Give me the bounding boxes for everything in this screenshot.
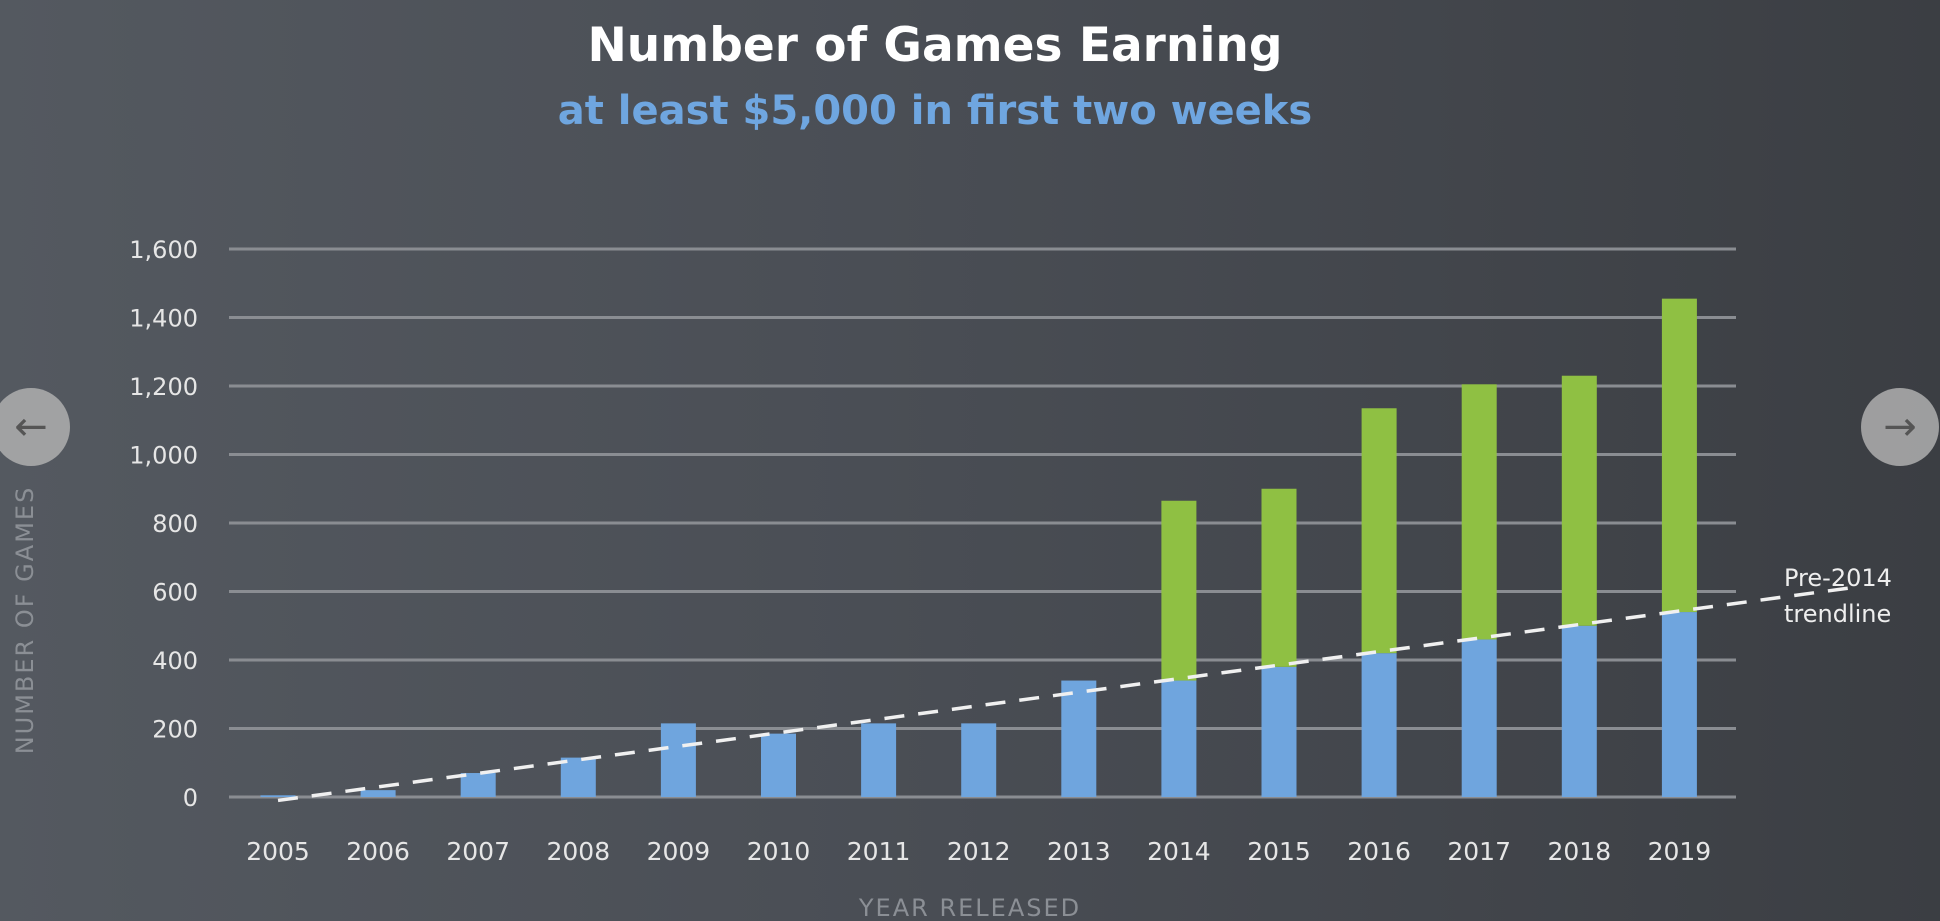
bar-base-2009 [660,723,696,797]
bar-base-2012 [961,723,997,797]
y-axis-label: NUMBER OF GAMES [11,486,39,755]
x-tick-label: 2012 [947,837,1011,866]
y-tick-label: 1,000 [129,442,198,470]
bar-above-trend-2015 [1261,488,1297,667]
chart-title: Number of Games Earning [587,18,1283,73]
x-tick-label: 2019 [1648,837,1712,866]
bar-base-2007 [460,773,496,797]
x-tick-label: 2010 [747,837,811,866]
y-tick-label: 1,400 [129,305,198,333]
bar-base-2008 [560,757,596,797]
chart-subtitle: at least $5,000 in first two weeks [557,88,1313,134]
bar-base-2019 [1661,612,1697,797]
x-tick-label: 2009 [647,837,711,866]
trendline-label: trendline [1784,600,1891,628]
y-tick-label: 200 [152,716,198,744]
bar-base-2013 [1061,680,1097,797]
x-tick-label: 2018 [1547,837,1611,866]
trendline-label: Pre-2014 [1784,564,1892,592]
bar-base-2016 [1361,653,1397,797]
bar-base-2005 [260,795,296,797]
bar-above-trend-2018 [1561,375,1597,626]
y-tick-label: 1,600 [129,236,198,264]
x-tick-label: 2005 [246,837,310,866]
bar-base-2006 [360,790,396,797]
bar-above-trend-2016 [1361,408,1397,654]
x-tick-label: 2006 [346,837,410,866]
trendline [277,586,1850,803]
x-tick-label: 2017 [1447,837,1511,866]
bar-above-trend-2019 [1661,298,1697,613]
prev-slide-button[interactable]: ← [0,388,70,466]
bar-base-2014 [1161,680,1197,797]
x-tick-label: 2008 [546,837,610,866]
bar-base-2017 [1461,639,1497,797]
x-tick-label: 2016 [1347,837,1411,866]
bar-above-trend-2014 [1161,500,1197,681]
bar-base-2018 [1561,625,1597,797]
x-tick-label: 2014 [1147,837,1211,866]
x-tick-label: 2007 [446,837,510,866]
x-tick-label: 2015 [1247,837,1311,866]
arrow-left-icon: ← [14,404,48,450]
y-tick-label: 1,200 [129,373,198,401]
x-tick-label: 2013 [1047,837,1111,866]
x-tick-label: 2011 [847,837,911,866]
bar-base-2010 [761,733,796,797]
arrow-right-icon: → [1883,404,1917,450]
next-slide-button[interactable]: → [1861,388,1939,466]
bar-base-2011 [861,723,897,797]
bar-above-trend-2017 [1461,384,1497,640]
bar-base-2015 [1261,666,1297,797]
y-tick-label: 0 [183,784,198,812]
x-axis-label: YEAR RELEASED [858,894,1081,921]
y-tick-label: 800 [152,510,198,538]
y-tick-label: 600 [152,579,198,607]
y-tick-label: 400 [152,647,198,675]
